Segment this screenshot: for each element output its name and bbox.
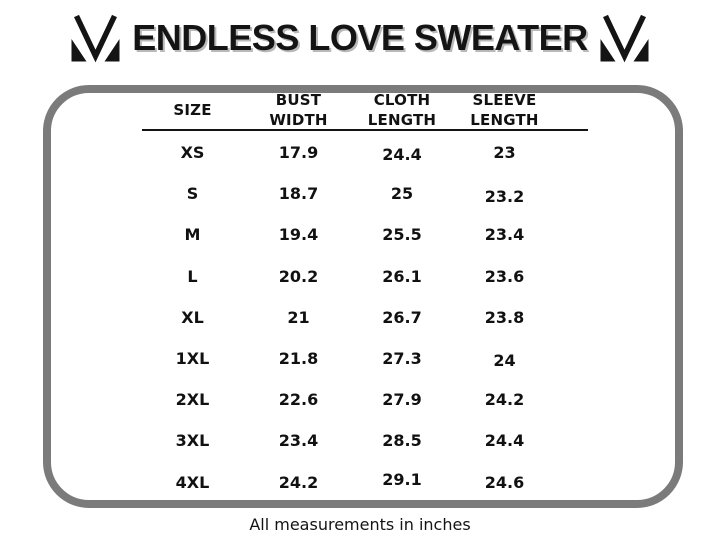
size-label: 2XL <box>175 390 210 410</box>
sleeve-length-value: 24 <box>493 351 516 371</box>
column-header-label: SIZE <box>173 101 212 119</box>
column-header-cloth-length: CLOTH LENGTH <box>352 88 452 132</box>
cloth-length-value: 27.3 <box>382 349 422 369</box>
size-label: XS <box>180 143 205 163</box>
column-header-label: WIDTH <box>269 111 328 129</box>
size-chart-frame <box>43 85 683 508</box>
cloth-length-value: 25.5 <box>382 225 422 245</box>
sleeve-length-value: 24.6 <box>484 472 525 492</box>
cloth-length-value: 29.1 <box>382 469 422 489</box>
sleeve-length-value: 24.4 <box>484 431 525 451</box>
size-table-body: XS 17.9 24.4 23 S 18.7 25 23.2 M 19.4 25… <box>140 132 557 503</box>
column-header-label: LENGTH <box>470 111 539 129</box>
column-header-label: CLOTH <box>373 91 431 109</box>
size-label: L <box>187 266 198 286</box>
bust-width-value: 22.6 <box>278 390 319 410</box>
sleeve-length-value: 24.2 <box>484 390 525 410</box>
column-header-size: SIZE <box>140 88 245 132</box>
size-label: 1XL <box>175 349 210 369</box>
bust-width-value: 21 <box>287 307 310 327</box>
sleeve-length-value: 23.2 <box>484 187 525 207</box>
cloth-length-value: 24.4 <box>382 145 422 165</box>
column-header-sleeve-length: SLEEVE LENGTH <box>452 88 557 132</box>
brand-m-logo-right-icon <box>597 12 652 64</box>
sleeve-length-value: 23.6 <box>484 266 525 286</box>
bust-width-value: 21.8 <box>278 349 319 369</box>
cloth-length-value: 27.9 <box>382 390 422 410</box>
cloth-length-value: 26.7 <box>382 307 422 327</box>
table-header-row: SIZE BUST WIDTH CLOTH LENGTH SLEEVE LENG… <box>140 88 557 132</box>
size-label: M <box>184 225 201 245</box>
bust-width-value: 20.2 <box>278 266 319 286</box>
column-header-label: BUST <box>275 91 322 109</box>
cloth-length-value: 26.1 <box>382 266 422 286</box>
cloth-length-value: 25 <box>390 184 414 204</box>
bust-width-value: 23.4 <box>278 431 319 451</box>
size-label: 4XL <box>175 472 210 492</box>
cloth-length-value: 28.5 <box>382 431 422 451</box>
bust-width-value: 19.4 <box>278 225 319 245</box>
size-label: S <box>186 184 199 204</box>
page-title: ENDLESS LOVE SWEATER <box>132 17 588 58</box>
bust-width-value: 18.7 <box>278 184 319 204</box>
brand-m-logo-left-icon <box>68 12 123 64</box>
sleeve-length-value: 23.8 <box>484 307 525 327</box>
header: ENDLESS LOVE SWEATER <box>0 8 720 68</box>
header-underline <box>142 129 588 131</box>
column-header-bust-width: BUST WIDTH <box>245 88 352 132</box>
size-label: 3XL <box>175 431 210 451</box>
column-header-label: LENGTH <box>367 111 437 129</box>
size-label: XL <box>181 307 204 327</box>
sleeve-length-value: 23 <box>493 143 516 163</box>
measurements-note: All measurements in inches <box>249 515 471 534</box>
sleeve-length-value: 23.4 <box>484 225 525 245</box>
bust-width-value: 24.2 <box>278 472 319 492</box>
bust-width-value: 17.9 <box>278 143 319 163</box>
column-header-label: SLEEVE <box>472 91 537 109</box>
